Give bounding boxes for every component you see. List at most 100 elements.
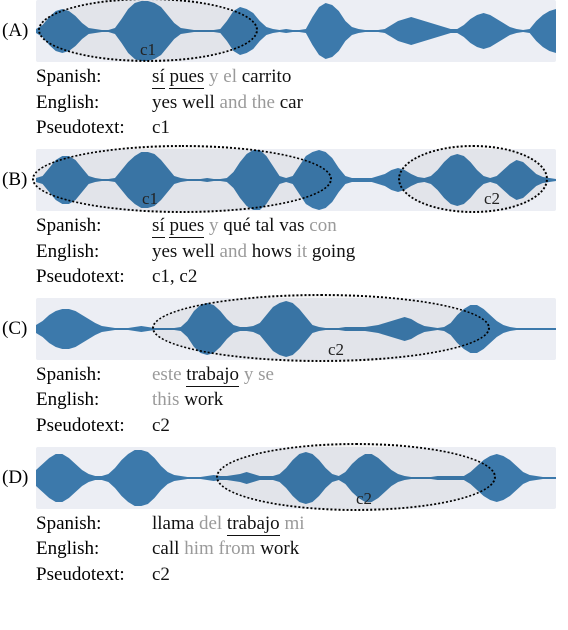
cluster-label: c1 bbox=[142, 189, 158, 209]
cluster-ellipse bbox=[32, 145, 332, 213]
text-row: English:yes well and hows it going bbox=[36, 239, 568, 265]
token: sí bbox=[152, 215, 165, 238]
row-content: c1, c2 bbox=[152, 264, 197, 290]
row-label: English: bbox=[36, 90, 152, 116]
token: c2 bbox=[152, 564, 170, 585]
row-label: English: bbox=[36, 536, 152, 562]
token: the bbox=[252, 92, 275, 113]
row-label: Spanish: bbox=[36, 362, 152, 388]
row-label: Spanish: bbox=[36, 213, 152, 239]
token: call bbox=[152, 538, 179, 559]
text-block: Spanish:sí pues y el carritoEnglish:yes … bbox=[36, 64, 568, 141]
token: llama bbox=[152, 513, 194, 534]
panel-C: (C) c2Spanish:este trabajo y seEnglish:t… bbox=[0, 298, 568, 439]
token: trabajo bbox=[227, 513, 280, 536]
token: work bbox=[184, 389, 223, 410]
panel-label: (D) bbox=[2, 467, 28, 489]
row-content: sí pues y qué tal vas con bbox=[152, 213, 337, 239]
token: and bbox=[220, 241, 247, 262]
token: and bbox=[220, 92, 247, 113]
row-content: yes well and the car bbox=[152, 90, 303, 116]
panel-B: (B) c1 c2 Spanish:sí pues y qué tal vas co… bbox=[0, 149, 568, 290]
row-label: Spanish: bbox=[36, 64, 152, 90]
text-row: Spanish:llama del trabajo mi bbox=[36, 511, 568, 537]
cluster-ellipse bbox=[398, 145, 548, 213]
row-content: c1 bbox=[152, 115, 170, 141]
row-content: llama del trabajo mi bbox=[152, 511, 305, 537]
token: work bbox=[260, 538, 299, 559]
cluster-ellipse bbox=[152, 294, 490, 362]
row-content: this work bbox=[152, 387, 223, 413]
cluster-label: c2 bbox=[328, 340, 344, 360]
token: trabajo bbox=[186, 364, 239, 387]
text-row: English:yes well and the car bbox=[36, 90, 568, 116]
text-row: Pseudotext:c1, c2 bbox=[36, 264, 568, 290]
token: sí bbox=[152, 66, 165, 89]
waveform: c2 bbox=[36, 298, 556, 360]
token: well bbox=[182, 92, 215, 113]
token: el bbox=[223, 66, 237, 87]
row-label: Pseudotext: bbox=[36, 562, 152, 588]
token: hows bbox=[252, 241, 292, 262]
text-row: Spanish:este trabajo y se bbox=[36, 362, 568, 388]
token: this bbox=[152, 389, 179, 410]
token: carrito bbox=[242, 66, 292, 87]
row-content: c2 bbox=[152, 562, 170, 588]
text-row: English:this work bbox=[36, 387, 568, 413]
token: car bbox=[280, 92, 303, 113]
row-label: Spanish: bbox=[36, 511, 152, 537]
token: c1, c2 bbox=[152, 266, 197, 287]
cluster-label: c2 bbox=[356, 489, 372, 509]
text-row: Spanish:sí pues y qué tal vas con bbox=[36, 213, 568, 239]
row-content: call him from work bbox=[152, 536, 299, 562]
token: y bbox=[209, 66, 219, 87]
text-row: Pseudotext:c2 bbox=[36, 413, 568, 439]
row-content: yes well and hows it going bbox=[152, 239, 355, 265]
token: pues bbox=[169, 215, 204, 238]
token: del bbox=[199, 513, 222, 534]
cluster-label: c2 bbox=[484, 189, 500, 209]
text-row: Pseudotext:c1 bbox=[36, 115, 568, 141]
token: c1 bbox=[152, 117, 170, 138]
text-block: Spanish:sí pues y qué tal vas conEnglish… bbox=[36, 213, 568, 290]
text-row: English:call him from work bbox=[36, 536, 568, 562]
text-row: Pseudotext:c2 bbox=[36, 562, 568, 588]
row-content: este trabajo y se bbox=[152, 362, 274, 388]
token: vas bbox=[279, 215, 304, 236]
waveform: c2 bbox=[36, 447, 556, 509]
token: este bbox=[152, 364, 182, 385]
row-label: English: bbox=[36, 239, 152, 265]
row-content: c2 bbox=[152, 413, 170, 439]
token: pues bbox=[169, 66, 204, 89]
waveform: c1 c2 bbox=[36, 149, 556, 211]
row-label: Pseudotext: bbox=[36, 413, 152, 439]
panel-label: (A) bbox=[2, 20, 28, 42]
token: him bbox=[184, 538, 214, 559]
panel-D: (D) c2Spanish:llama del trabajo miEnglis… bbox=[0, 447, 568, 588]
row-content: sí pues y el carrito bbox=[152, 64, 291, 90]
token: con bbox=[309, 215, 336, 236]
text-block: Spanish:llama del trabajo miEnglish:call… bbox=[36, 511, 568, 588]
panel-A: (A) c1Spanish:sí pues y el carritoEnglis… bbox=[0, 0, 568, 141]
waveform: c1 bbox=[36, 0, 556, 62]
token: qué bbox=[223, 215, 250, 236]
token: well bbox=[182, 241, 215, 262]
row-label: Pseudotext: bbox=[36, 264, 152, 290]
row-label: Pseudotext: bbox=[36, 115, 152, 141]
token: from bbox=[219, 538, 256, 559]
text-row: Spanish:sí pues y el carrito bbox=[36, 64, 568, 90]
token: y bbox=[209, 215, 219, 236]
token: tal bbox=[255, 215, 274, 236]
text-block: Spanish:este trabajo y seEnglish:this wo… bbox=[36, 362, 568, 439]
token: it bbox=[297, 241, 308, 262]
cluster-label: c1 bbox=[140, 40, 156, 60]
panel-label: (C) bbox=[2, 318, 27, 340]
token: c2 bbox=[152, 415, 170, 436]
token: y bbox=[244, 364, 254, 385]
panel-label: (B) bbox=[2, 169, 27, 191]
token: mi bbox=[284, 513, 304, 534]
token: yes bbox=[152, 241, 177, 262]
token: se bbox=[258, 364, 274, 385]
row-label: English: bbox=[36, 387, 152, 413]
token: going bbox=[312, 241, 355, 262]
